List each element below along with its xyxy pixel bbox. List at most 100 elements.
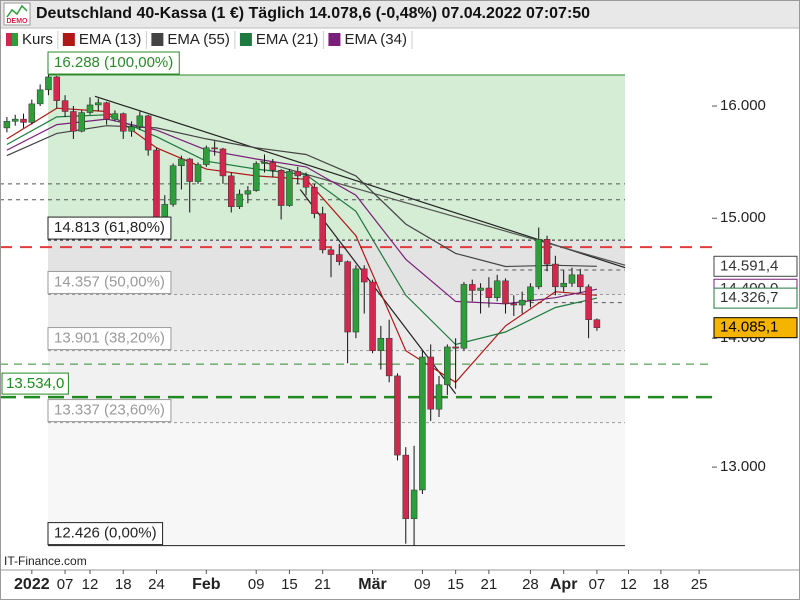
candle-body (136, 115, 144, 128)
legend: Kurs EMA (13) EMA (55) EMA (21) EMA (34) (6, 31, 413, 49)
x-tick-label: Apr (550, 576, 578, 593)
legend-item: EMA (13) (62, 31, 147, 49)
candle-body (244, 190, 252, 195)
candle-body (543, 239, 551, 265)
candle-body (194, 164, 202, 182)
fib-label: 16.288 (100,00%) (47, 51, 180, 75)
candle-body (311, 186, 318, 214)
x-tick-label: 09 (414, 576, 431, 593)
candle-body (552, 263, 559, 288)
candle-body (535, 239, 542, 288)
candle-body (377, 337, 385, 351)
candle-body (427, 356, 434, 410)
candle-body (269, 162, 277, 171)
legend-item: EMA (55) (151, 31, 236, 49)
candle-body (469, 284, 476, 291)
x-tick-label: 12 (82, 576, 99, 593)
candle-body (319, 213, 326, 251)
level-label: 13.534,0 (6, 375, 64, 392)
y-tick-label: 16.000 (720, 97, 766, 114)
candle-body (36, 89, 44, 105)
legend-swatch (62, 33, 75, 46)
candle-body (61, 100, 69, 112)
candle-body (518, 299, 526, 306)
candle-body (336, 254, 343, 262)
legend-label: Kurs (22, 31, 53, 48)
legend-label: EMA (55) (167, 31, 230, 48)
legend-swatch (6, 33, 12, 46)
candle-body (219, 148, 227, 177)
x-tick-label: Mär (358, 576, 386, 593)
candle-body (153, 149, 160, 218)
candle-body (352, 268, 360, 333)
x-tick-label: 21 (481, 576, 498, 593)
fib-label-text: 13.337 (23,60%) (54, 402, 165, 419)
candle-body (360, 268, 368, 283)
candle-body (144, 115, 152, 151)
fib-label-text: 13.901 (38,20%) (54, 330, 165, 347)
fib-label: 14.357 (50,00%) (47, 270, 172, 294)
candle-body (410, 489, 418, 519)
x-tick-label: 07 (57, 576, 74, 593)
price-label-box (713, 287, 798, 309)
legend-swatch (151, 33, 164, 46)
candle-body (286, 171, 293, 206)
candle-body (252, 163, 260, 191)
x-tick-label: 09 (248, 576, 265, 593)
y-tick-label: 15.000 (720, 209, 766, 226)
fib-label: 12.426 (0,00%) (47, 522, 164, 546)
x-tick-label: 28 (522, 576, 539, 593)
candle-body (78, 112, 85, 132)
candle-body (111, 113, 119, 120)
fib-label-box (47, 270, 172, 294)
badge: DEMO (7, 18, 29, 25)
candle-body (119, 113, 127, 132)
x-tick-label: 07 (589, 576, 606, 593)
candle-body (344, 261, 351, 333)
candle-body (228, 175, 235, 207)
x-tick-label: 15 (447, 576, 464, 593)
price-label-box (713, 255, 798, 277)
candle-body (593, 319, 601, 328)
legend-swatch (12, 33, 18, 46)
legend-label: EMA (13) (79, 31, 142, 48)
chart-title: Deutschland 40-Kassa (1 €) Täglich 14.07… (36, 5, 590, 22)
candle-body (385, 337, 393, 377)
demo-icon: DEMO (3, 2, 31, 26)
candle-body (236, 193, 243, 207)
fib-zone (48, 75, 625, 241)
candle-body (169, 165, 177, 205)
candle-body (369, 281, 376, 351)
candle-body (452, 346, 459, 349)
candle-body (45, 76, 52, 91)
candle-body (20, 118, 27, 123)
fib-label-text: 12.426 (0,00%) (54, 525, 157, 542)
fib-label-text: 14.357 (50,00%) (54, 273, 165, 290)
candle-body (186, 158, 193, 182)
fib-label-box (47, 216, 172, 240)
trendline (260, 160, 626, 266)
fib-label-box (47, 51, 180, 75)
candle-body (211, 147, 218, 150)
x-tick-label: 18 (115, 576, 132, 593)
candle-body (178, 158, 185, 166)
header-bar (0, 0, 800, 28)
candle-body (294, 171, 301, 177)
candle-body (419, 356, 426, 491)
candle-body (302, 175, 310, 188)
candle-body (128, 126, 135, 132)
y-tick-label: 13.000 (720, 458, 766, 475)
fib-label-text: 14.813 (61,80%) (54, 219, 165, 236)
price-label-box (713, 317, 798, 339)
candle-body (327, 249, 335, 255)
legend-swatch (239, 33, 252, 46)
legend-item: Kurs (6, 31, 59, 49)
ema-line (6, 125, 597, 268)
source: IT-Finance.com (4, 554, 87, 568)
legend-item: EMA (34) (328, 31, 413, 49)
candle-body (261, 162, 268, 164)
x-tick-label: 15 (281, 576, 298, 593)
candle-body (477, 287, 484, 291)
candle-body (502, 280, 509, 305)
